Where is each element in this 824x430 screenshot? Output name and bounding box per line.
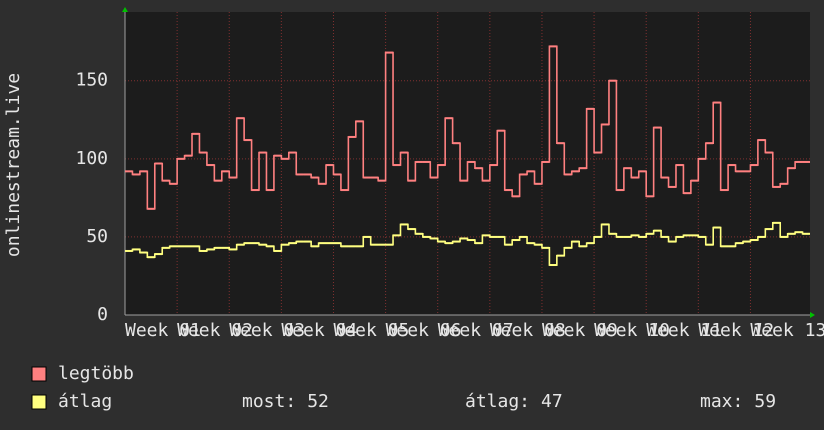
y-tick-label: 100: [75, 148, 108, 169]
stat-label: átlag:: [465, 391, 530, 412]
x-tick-label: Week 13: [750, 320, 824, 341]
stat-value: 52: [307, 391, 329, 412]
stat-value: 59: [754, 391, 776, 412]
y-tick-label: 50: [86, 226, 108, 247]
x-tick-label: Week 12: [698, 320, 774, 341]
y-tick-label: 150: [75, 70, 108, 91]
legend-label: átlag: [58, 391, 112, 412]
x-tick-label: Week 11: [646, 320, 722, 341]
legend-label: legtöbb: [58, 363, 134, 384]
x-tick-label: Week 05: [333, 320, 409, 341]
y-arrow: [122, 7, 128, 12]
y-axis-label: onlinestream.live: [3, 73, 24, 257]
y-tick-label: 0: [97, 304, 108, 325]
stat-value: 47: [541, 391, 563, 412]
x-tick-label: Week 10: [594, 320, 670, 341]
x-tick-label: Week 03: [229, 320, 305, 341]
legend-swatch: [31, 394, 47, 410]
legend-swatch: [31, 366, 47, 382]
x-tick-label: Week 02: [177, 320, 253, 341]
x-tick-label: Week 07: [438, 320, 514, 341]
x-tick-label: Week 04: [281, 320, 357, 341]
x-tick-label: Week 06: [386, 320, 462, 341]
x-arrow: [810, 312, 815, 318]
x-tick-label: Week 09: [542, 320, 618, 341]
x-tick-label: Week 08: [490, 320, 566, 341]
x-tick-label: Week 01: [125, 320, 201, 341]
stat-label: most:: [242, 391, 296, 412]
stat-label: max:: [700, 391, 743, 412]
